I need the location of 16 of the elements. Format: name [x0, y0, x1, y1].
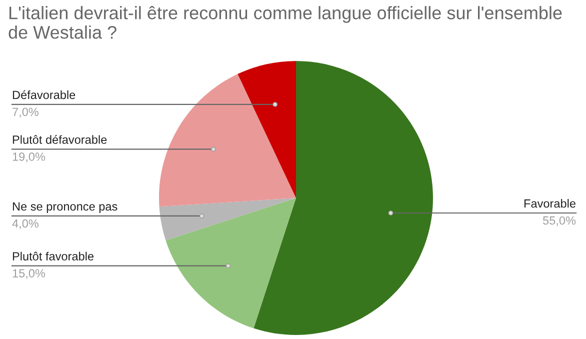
data-label: 19,0% — [12, 152, 46, 162]
chart-title: L'italien devrait-il être reconnu comme langue officielle sur l'ensemble de Westalia ? — [8, 6, 562, 39]
slice-label: Défavorable — [12, 90, 76, 100]
pie-slice — [166, 198, 296, 328]
data-label: 15,0% — [12, 269, 46, 279]
data-label: 55,0% — [543, 216, 576, 226]
slice-label: Plutôt favorable — [12, 252, 94, 260]
data-label: 4,0% — [12, 219, 38, 230]
data-label: 7,0% — [12, 108, 38, 118]
pie-slice — [159, 198, 296, 240]
slice-label: Favorable — [524, 198, 576, 208]
pie-slice — [159, 74, 296, 207]
pie-slice — [254, 61, 433, 335]
slice-label: Ne se prononce pas — [12, 202, 118, 213]
pie-slice — [238, 61, 296, 198]
slice-label: Plutôt défavorable — [12, 135, 107, 144]
